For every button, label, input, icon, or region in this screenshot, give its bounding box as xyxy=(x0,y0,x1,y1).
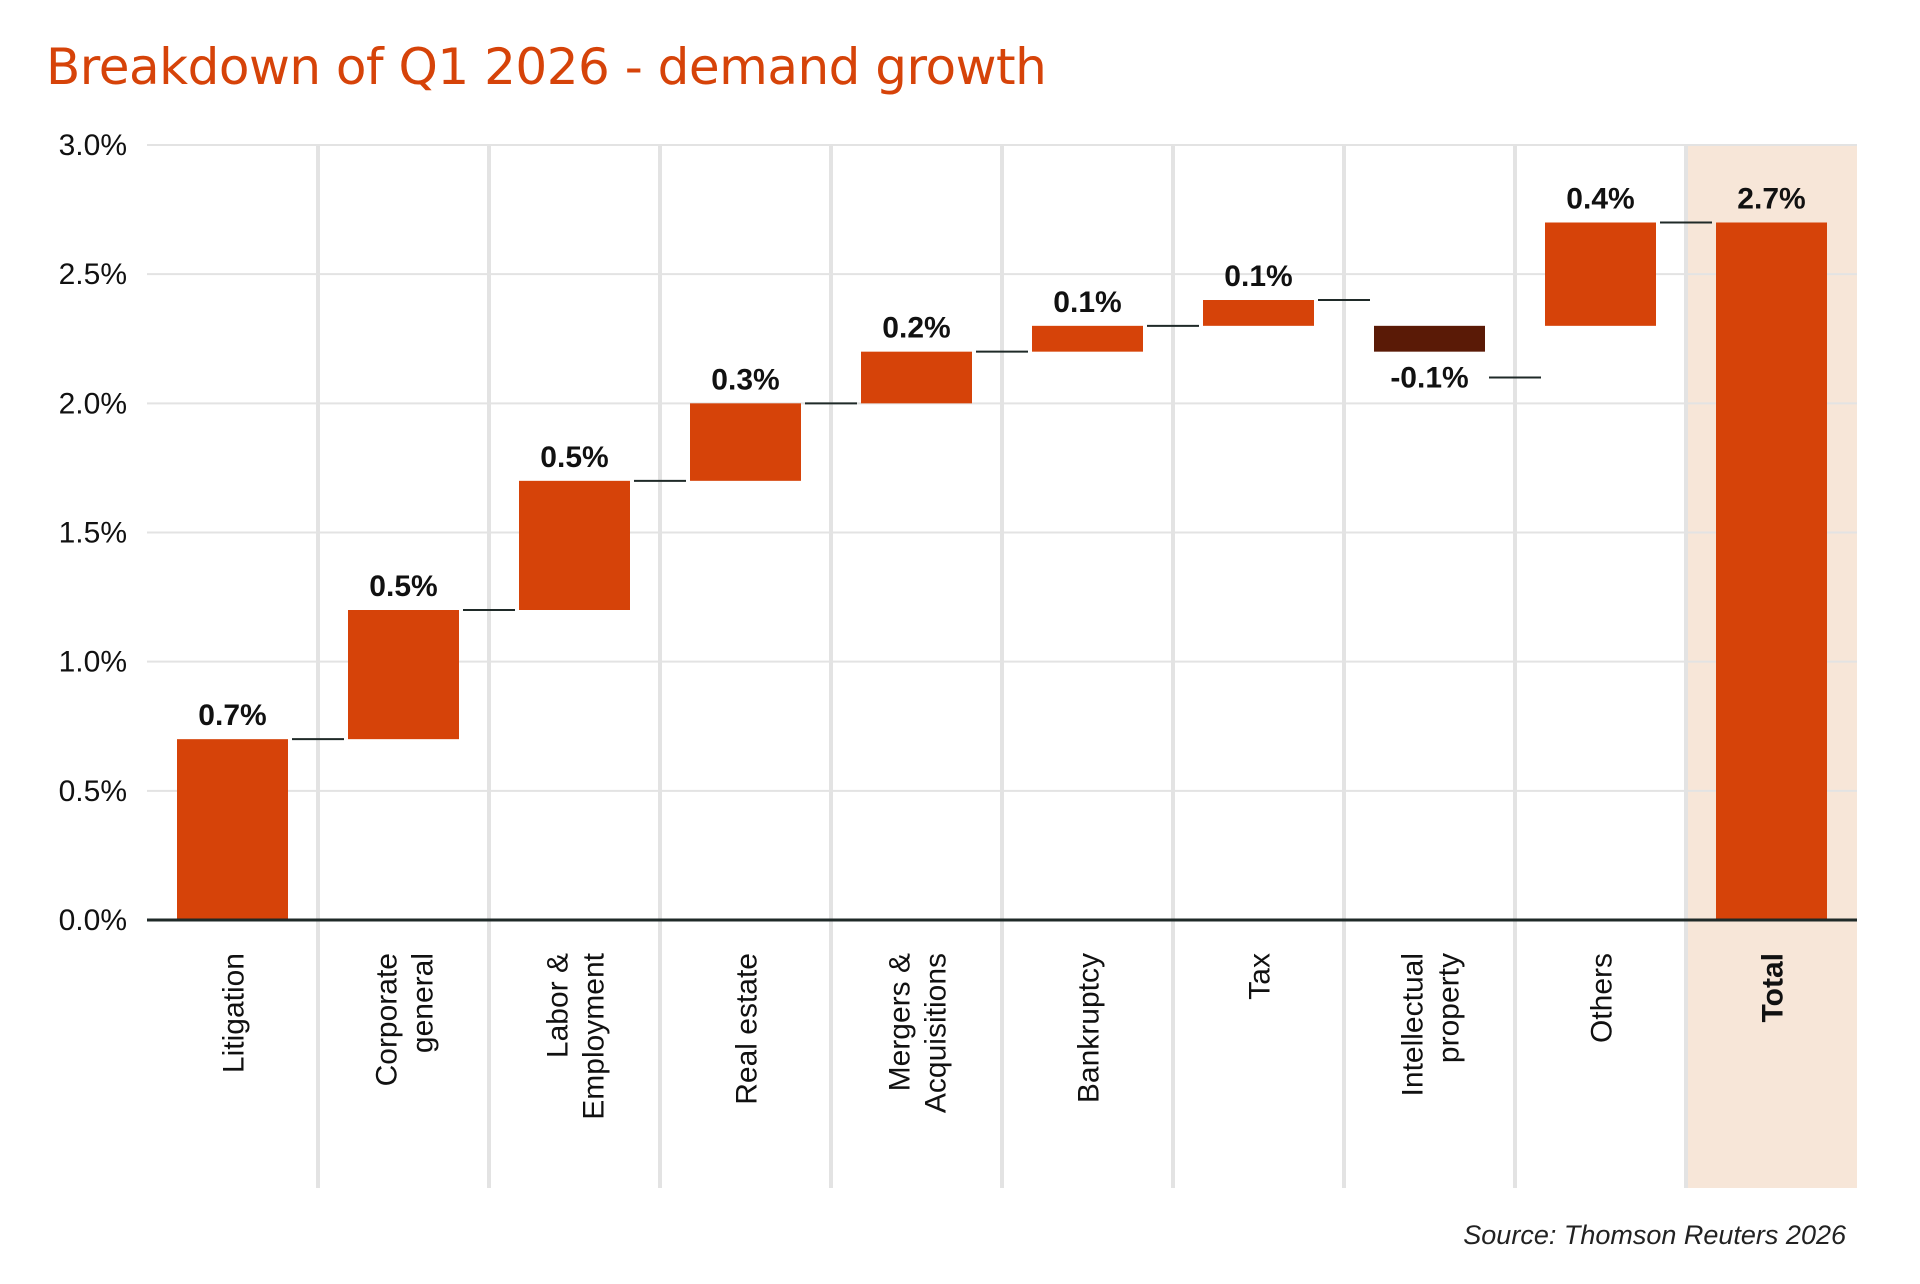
bar-layer xyxy=(177,222,1827,920)
data-label: 0.4% xyxy=(1566,183,1634,216)
x-tick-label: Mergers & Acquisitions xyxy=(884,953,953,1113)
source-note: Source: Thomson Reuters 2026 xyxy=(1463,1220,1846,1250)
x-tick-label: Corporate general xyxy=(371,953,440,1086)
x-tick-label-line: Tax xyxy=(1244,953,1277,1000)
data-label: 2.7% xyxy=(1737,183,1805,216)
bar-mergers-acquisitions xyxy=(861,351,972,404)
bar-corporate-general xyxy=(348,610,459,740)
data-label: 0.5% xyxy=(540,441,608,474)
y-tick-label: 0.0% xyxy=(59,904,127,937)
x-tick-label: Others xyxy=(1586,953,1619,1043)
bar-tax xyxy=(1203,300,1314,326)
x-tick-label-line: Total xyxy=(1757,953,1790,1022)
data-label: 0.7% xyxy=(198,699,266,732)
x-tick-label: Bankruptcy xyxy=(1073,953,1106,1103)
data-label: -0.1% xyxy=(1390,362,1468,395)
x-tick-label: Tax xyxy=(1244,953,1277,1000)
x-tick-label-line: Acquisitions xyxy=(920,953,953,1113)
y-tick-label: 3.0% xyxy=(59,129,127,162)
x-tick-label: Real estate xyxy=(731,953,764,1105)
tick-label-layer: 0.0% 0.5% 1.0% 1.5% 2.0% 2.5% 3.0% Litigation Co… xyxy=(59,129,1790,1120)
bar-real-estate xyxy=(690,403,801,481)
x-tick-label-line: Bankruptcy xyxy=(1073,953,1106,1103)
connector-layer xyxy=(292,221,1712,741)
x-tick-label-line: general xyxy=(407,953,440,1053)
x-tick-label: Litigation xyxy=(218,953,251,1073)
x-tick-label-line: property xyxy=(1433,953,1466,1063)
x-tick-label-line: Mergers & xyxy=(884,953,917,1091)
chart-title: Breakdown of Q1 2026 - demand growth xyxy=(46,38,1047,96)
data-label: 0.1% xyxy=(1224,260,1292,293)
data-label-layer: 0.7% 0.5% 0.5% 0.3% 0.2% 0.1% 0.1% -0.1% 0.4% 2.7… xyxy=(198,183,1805,733)
x-tick-label-line: Litigation xyxy=(218,953,251,1073)
bar-bankruptcy xyxy=(1032,325,1143,352)
bar-litigation xyxy=(177,739,288,920)
x-tick-label-line: Corporate xyxy=(371,953,404,1086)
bar-intellectual-property xyxy=(1374,325,1485,352)
x-tick-label-line: Employment xyxy=(578,952,611,1119)
x-tick-label-line: Intellectual xyxy=(1397,953,1430,1096)
y-tick-label: 2.0% xyxy=(59,387,127,420)
data-label: 0.1% xyxy=(1053,286,1121,319)
x-tick-label-line: Real estate xyxy=(731,953,764,1105)
x-tick-label: Intellectual property xyxy=(1397,953,1466,1096)
data-label: 0.5% xyxy=(369,570,437,603)
x-tick-label-line: Labor & xyxy=(542,953,575,1058)
x-tick-label: Labor & Employment xyxy=(542,952,611,1119)
bar-total xyxy=(1716,222,1827,920)
x-tick-label: Total xyxy=(1757,953,1790,1022)
y-tick-label: 1.5% xyxy=(59,517,127,550)
y-tick-label: 2.5% xyxy=(59,258,127,291)
data-label: 0.3% xyxy=(711,363,779,396)
data-label: 0.2% xyxy=(882,312,950,345)
x-tick-label-line: Others xyxy=(1586,953,1619,1043)
grid-layer xyxy=(147,144,1857,1188)
y-tick-label: 1.0% xyxy=(59,646,127,679)
bar-others xyxy=(1545,222,1656,326)
bar-labor-employment xyxy=(519,480,630,610)
y-tick-label: 0.5% xyxy=(59,775,127,808)
